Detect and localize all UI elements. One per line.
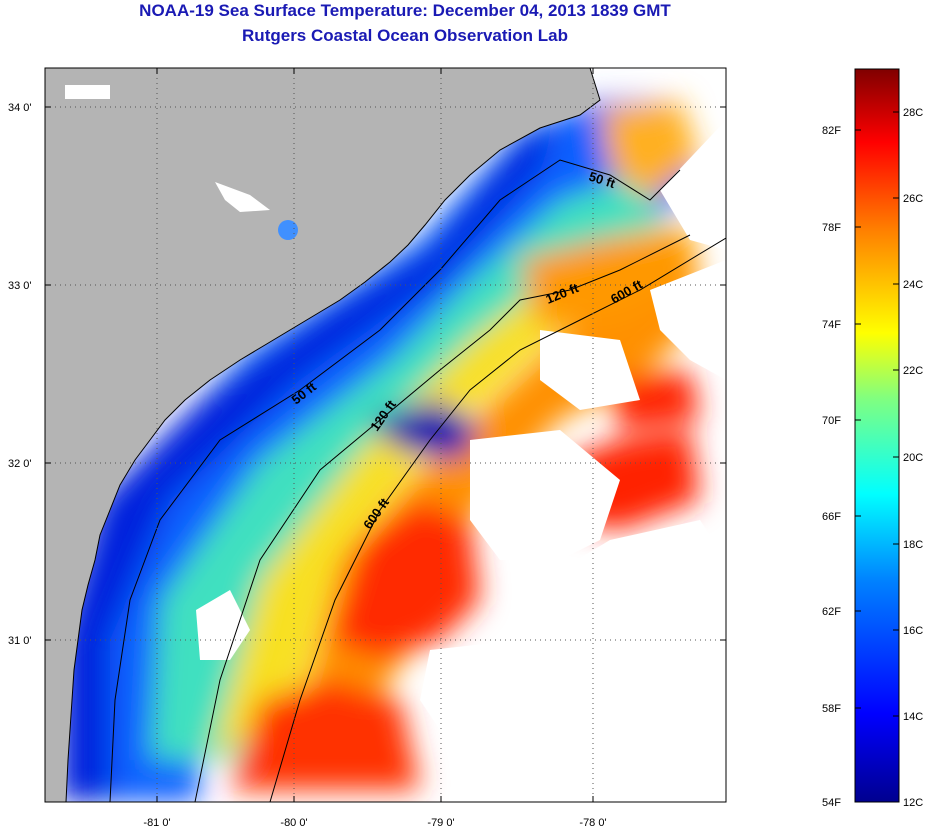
colorbar-f-label: 58F — [822, 703, 841, 715]
colorbar-c-label: 26C — [903, 193, 923, 205]
graticule — [45, 68, 726, 802]
map-title: NOAA-19 Sea Surface Temperature: Decembe… — [139, 1, 671, 20]
colorbar-f-label: 74F — [822, 319, 841, 331]
lat-label: 33 0' — [8, 280, 32, 292]
colorbar-c-label: 28C — [903, 107, 923, 119]
lat-label: 32 0' — [8, 458, 32, 470]
colorbar-c-label: 12C — [903, 797, 923, 809]
lat-label: 31 0' — [8, 635, 32, 647]
colorbar-ticks — [855, 111, 899, 717]
colorbar-f-label: 66F — [822, 511, 841, 523]
colorbar-f-label: 54F — [822, 797, 841, 809]
lon-label: -78 0' — [579, 817, 606, 829]
colorbar-c-label: 20C — [903, 452, 923, 464]
cloud-mask — [196, 120, 726, 802]
colorbar-f-label: 78F — [822, 222, 841, 234]
lon-label: -81 0' — [143, 817, 170, 829]
colorbar-f-label: 82F — [822, 125, 841, 137]
contour-600ft — [269, 237, 726, 802]
colorbar-f-label: 62F — [822, 606, 841, 618]
colorbar-c-label: 22C — [903, 365, 923, 377]
colorbar — [854, 68, 900, 803]
lon-label: -79 0' — [427, 817, 454, 829]
contour-50ft — [109, 159, 681, 802]
axis-ticks — [45, 68, 726, 802]
colorbar-c-label: 14C — [903, 711, 923, 723]
lon-label: -80 0' — [280, 817, 307, 829]
colorbar-c-label: 16C — [903, 625, 923, 637]
colorbar-f-label: 70F — [822, 415, 841, 427]
land-mask — [45, 68, 600, 802]
contour-120ft — [194, 234, 691, 802]
map-subtitle: Rutgers Coastal Ocean Observation Lab — [242, 26, 568, 45]
lat-label: 34 0' — [8, 102, 32, 114]
colorbar-c-label: 18C — [903, 539, 923, 551]
colorbar-c-label: 24C — [903, 279, 923, 291]
